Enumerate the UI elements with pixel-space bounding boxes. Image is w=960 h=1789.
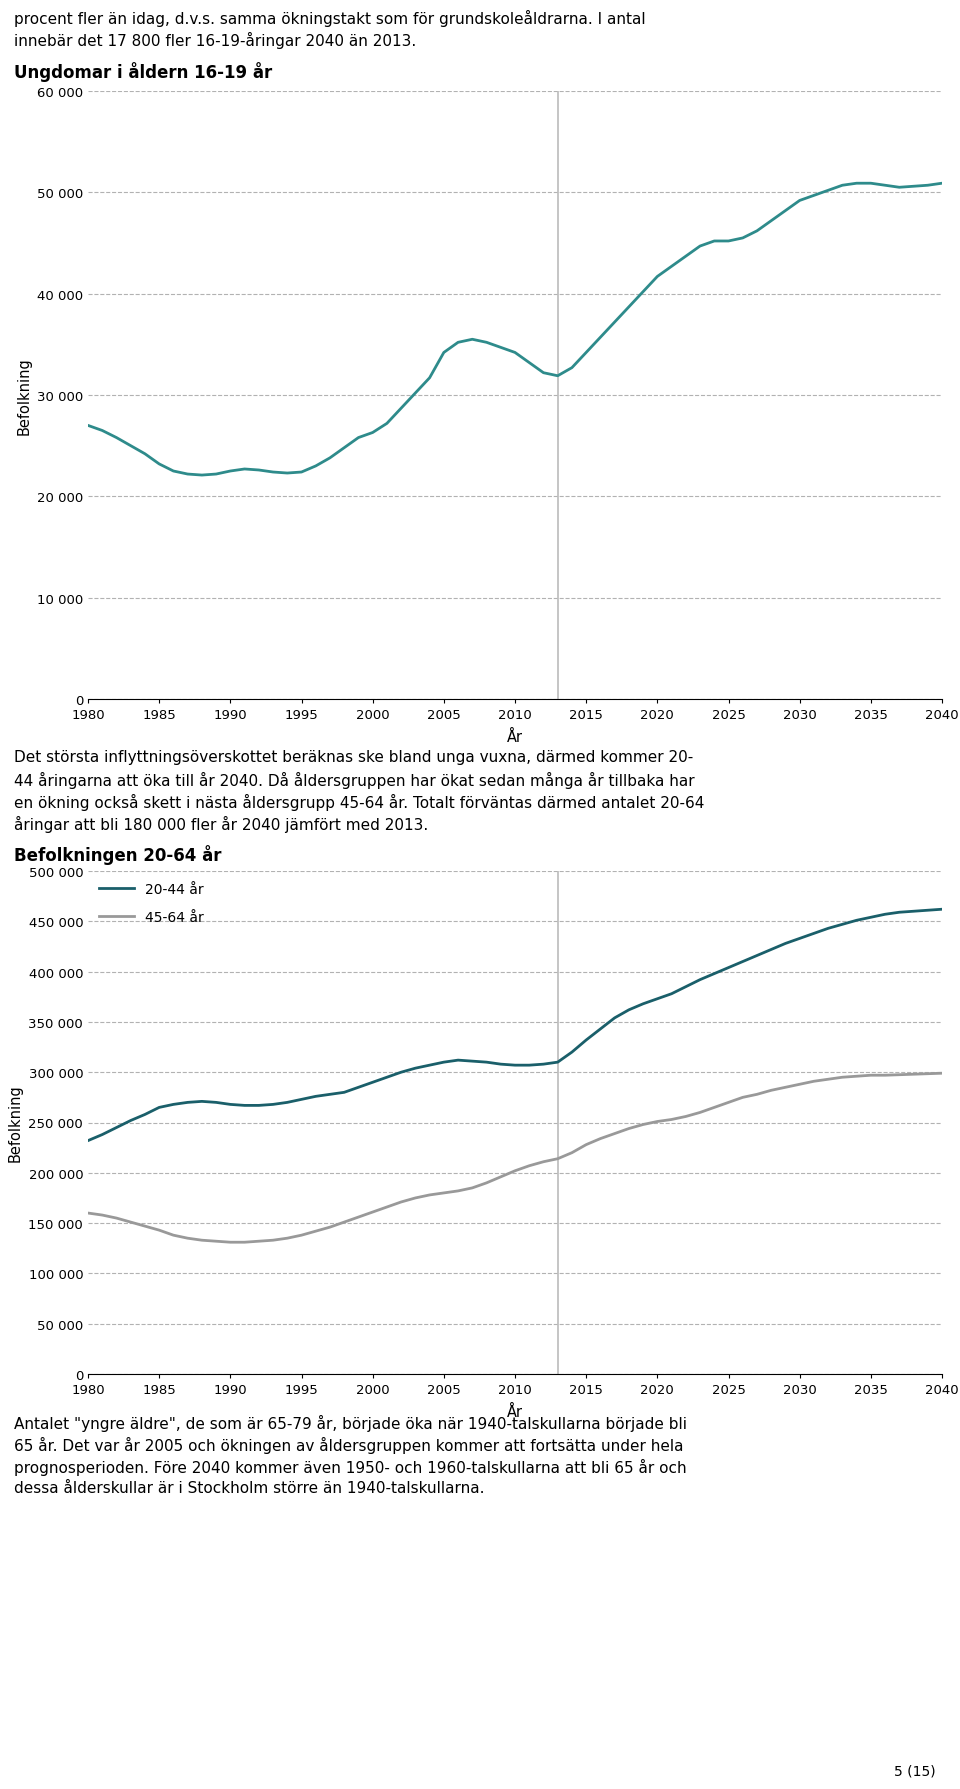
Y-axis label: Befolkning: Befolkning bbox=[8, 1084, 23, 1161]
Text: Antalet "yngre äldre", de som är 65-79 år, började öka när 1940-talskullarna bör: Antalet "yngre äldre", de som är 65-79 å… bbox=[14, 1415, 687, 1431]
20-44 år bbox=[594, 1018, 606, 1039]
45-64 år bbox=[225, 1233, 236, 1254]
20-44 år bbox=[83, 1131, 94, 1152]
Text: innebär det 17 800 fler 16-19-åringar 2040 än 2013.: innebär det 17 800 fler 16-19-åringar 20… bbox=[14, 32, 417, 48]
45-64 år bbox=[552, 1149, 564, 1170]
Text: 5 (15): 5 (15) bbox=[895, 1764, 936, 1778]
Text: Ungdomar i åldern 16-19 år: Ungdomar i åldern 16-19 år bbox=[14, 63, 273, 82]
Line: 45-64 år: 45-64 år bbox=[88, 1073, 942, 1243]
45-64 år bbox=[836, 1066, 848, 1088]
45-64 år bbox=[83, 1202, 94, 1224]
20-44 år bbox=[253, 1095, 265, 1116]
Text: åringar att bli 180 000 fler år 2040 jämfört med 2013.: åringar att bli 180 000 fler år 2040 jäm… bbox=[14, 816, 429, 832]
45-64 år bbox=[267, 1229, 278, 1251]
Text: Befolkningen 20-64 år: Befolkningen 20-64 år bbox=[14, 844, 222, 864]
Text: 65 år. Det var år 2005 och ökningen av åldersgruppen kommer att fortsätta under : 65 år. Det var år 2005 och ökningen av å… bbox=[14, 1437, 684, 1453]
45-64 år bbox=[936, 1063, 948, 1084]
Text: dessa ålderskullar är i Stockholm större än 1940-talskullarna.: dessa ålderskullar är i Stockholm större… bbox=[14, 1480, 485, 1496]
20-44 år bbox=[538, 1054, 549, 1075]
X-axis label: År: År bbox=[507, 1404, 523, 1420]
X-axis label: År: År bbox=[507, 730, 523, 744]
45-64 år bbox=[296, 1225, 307, 1247]
20-44 år bbox=[381, 1066, 393, 1088]
45-64 år bbox=[609, 1123, 620, 1145]
20-44 år bbox=[936, 900, 948, 921]
20-44 år bbox=[823, 918, 834, 939]
Y-axis label: Befolkning: Befolkning bbox=[16, 358, 32, 435]
Text: 44 åringarna att öka till år 2040. Då åldersgruppen har ökat sedan många år till: 44 åringarna att öka till år 2040. Då ål… bbox=[14, 771, 695, 789]
Line: 20-44 år: 20-44 år bbox=[88, 911, 942, 1141]
Text: prognosperioden. Före 2040 kommer även 1950- och 1960-talskullarna att bli 65 år: prognosperioden. Före 2040 kommer även 1… bbox=[14, 1458, 687, 1476]
Legend: 20-44 år, 45-64 år: 20-44 år, 45-64 år bbox=[93, 877, 209, 930]
Text: procent fler än idag, d.v.s. samma ökningstakt som för grundskoleåldrarna. I ant: procent fler än idag, d.v.s. samma öknin… bbox=[14, 11, 646, 27]
45-64 år bbox=[396, 1191, 407, 1213]
Text: Det största inflyttningsöverskottet beräknas ske bland unga vuxna, därmed kommer: Det största inflyttningsöverskottet berä… bbox=[14, 750, 694, 764]
Text: en ökning också skett i nästa åldersgrupp 45-64 år. Totalt förväntas därmed anta: en ökning också skett i nästa åldersgrup… bbox=[14, 794, 705, 810]
20-44 år bbox=[281, 1091, 293, 1113]
